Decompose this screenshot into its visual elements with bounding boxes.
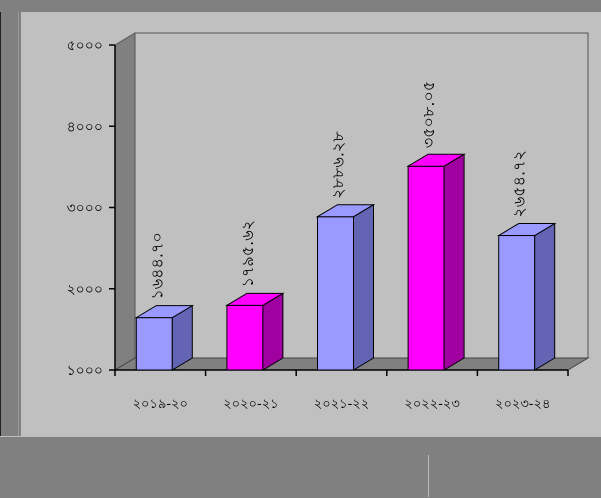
bar-side: [534, 222, 556, 371]
x-tick-label: ২০১৯-২০: [133, 397, 188, 412]
y-tick-label: ৪০০০: [67, 119, 103, 135]
bottom-divider: [428, 455, 429, 497]
x-tick-label: ২০২১-২২: [314, 397, 369, 412]
bar-value-label: ২৬৫৪.৭২: [510, 150, 529, 217]
bar-top: [225, 292, 285, 306]
bar-side: [443, 153, 465, 371]
left-border-line: [18, 12, 19, 436]
y-tick-label: ৩০০০: [67, 201, 103, 217]
bar-front: [226, 304, 264, 371]
x-tick-label: ২০২০-২১: [223, 397, 278, 412]
bottom-area: [0, 436, 601, 498]
x-tick-label: ২০২২-২৩: [404, 397, 459, 412]
bar-top: [315, 204, 376, 218]
bar-side: [262, 292, 284, 371]
bar-value-label: ১৭৯৫.৬২: [238, 220, 257, 287]
bar-value-label: ১৬৪৪.৭০: [147, 232, 166, 299]
bar-top: [134, 305, 195, 319]
bar-value-label: ২৮৮৬.২৮: [329, 131, 348, 199]
y-tick-label: ৫০০০: [67, 38, 103, 54]
bar-top: [406, 153, 466, 167]
bar-front: [135, 317, 173, 371]
y-tick-label: ১০০০: [67, 363, 103, 379]
plot-left-wall: [114, 32, 136, 371]
x-tick-label: ২০২৩-২৪: [495, 397, 550, 412]
y-tick-label: ২০০০: [67, 282, 103, 298]
bar-front: [498, 235, 536, 371]
top-band: [0, 0, 601, 12]
bar-value-label: ৩৫০৮.০৫: [419, 81, 438, 148]
bar-front: [317, 216, 354, 371]
bar-front: [407, 165, 445, 371]
bar-side: [353, 203, 374, 371]
bar-top: [496, 223, 557, 237]
